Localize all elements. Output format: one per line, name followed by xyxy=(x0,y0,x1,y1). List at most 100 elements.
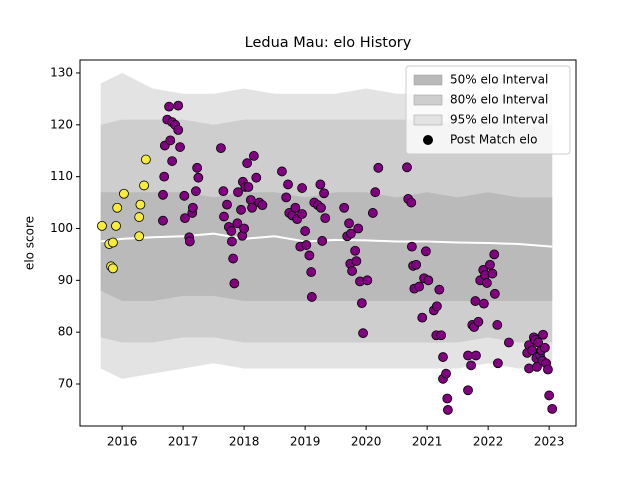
data-point xyxy=(140,154,151,165)
data-point xyxy=(463,385,473,396)
data-point xyxy=(436,330,447,341)
y-axis-label: elo score xyxy=(23,216,37,270)
data-point xyxy=(539,342,550,353)
data-point xyxy=(193,172,204,183)
data-point xyxy=(134,231,145,242)
data-point xyxy=(233,187,243,198)
x-tick-label: 2020 xyxy=(351,435,382,449)
data-point xyxy=(242,158,253,169)
data-point xyxy=(344,218,354,229)
data-point xyxy=(373,162,384,173)
legend-label: Post Match elo xyxy=(450,133,537,147)
legend-label: 80% elo Interval xyxy=(450,93,548,107)
data-point xyxy=(362,275,373,286)
data-point xyxy=(339,202,350,213)
legend-label: 50% elo Interval xyxy=(450,73,548,87)
data-point xyxy=(228,253,239,264)
data-point xyxy=(492,320,503,330)
data-point xyxy=(300,226,311,236)
legend-marker xyxy=(423,135,433,145)
data-point xyxy=(441,368,451,379)
data-point xyxy=(139,180,149,191)
data-point xyxy=(317,236,328,246)
data-point xyxy=(119,188,129,199)
data-point xyxy=(432,301,442,312)
data-point xyxy=(347,266,357,276)
data-point xyxy=(175,142,185,152)
data-point xyxy=(356,298,367,309)
y-tick-label: 100 xyxy=(50,221,73,235)
data-point xyxy=(111,220,121,231)
data-point xyxy=(158,189,168,200)
data-point xyxy=(167,156,178,166)
data-point xyxy=(243,182,254,192)
data-point xyxy=(547,403,558,414)
data-point xyxy=(524,363,534,374)
data-point xyxy=(164,101,174,112)
data-point xyxy=(471,350,481,361)
data-point xyxy=(306,267,317,277)
chart-title: Ledua Mau: elo History xyxy=(245,35,412,51)
data-point xyxy=(503,337,514,348)
x-tick-label: 2018 xyxy=(229,435,260,449)
data-point xyxy=(192,162,203,173)
data-point xyxy=(411,259,422,270)
data-point xyxy=(277,166,287,177)
y-tick-label: 120 xyxy=(50,117,73,131)
data-point xyxy=(227,236,237,247)
data-point xyxy=(304,250,315,261)
data-point xyxy=(345,228,356,239)
x-tick-label: 2016 xyxy=(107,435,138,449)
data-point xyxy=(351,256,362,267)
data-point xyxy=(306,292,317,302)
data-point xyxy=(179,190,190,201)
data-point xyxy=(482,278,492,288)
data-point xyxy=(226,226,237,236)
data-point xyxy=(218,186,229,197)
interval-band xyxy=(100,192,553,302)
data-point xyxy=(493,358,503,369)
data-point xyxy=(470,296,481,306)
data-point xyxy=(367,208,378,218)
data-point xyxy=(402,162,412,173)
data-point xyxy=(406,197,417,208)
data-point xyxy=(466,360,476,371)
data-point xyxy=(543,364,553,375)
data-point xyxy=(358,328,368,339)
data-point xyxy=(423,275,434,286)
data-point xyxy=(108,263,118,274)
data-point xyxy=(173,100,184,111)
legend-swatch xyxy=(413,74,443,86)
data-point xyxy=(414,281,425,292)
data-point xyxy=(290,202,301,213)
data-point xyxy=(350,245,361,256)
data-point xyxy=(159,171,170,182)
legend-swatch xyxy=(413,94,443,106)
y-tick-label: 130 xyxy=(50,65,73,79)
data-point xyxy=(301,240,312,250)
data-point xyxy=(320,213,331,224)
x-tick-label: 2021 xyxy=(412,435,443,449)
data-point xyxy=(251,172,262,183)
legend-box xyxy=(405,65,571,155)
data-point xyxy=(297,183,307,193)
data-point xyxy=(165,135,176,146)
data-point xyxy=(487,268,498,279)
data-point xyxy=(239,223,250,234)
data-point xyxy=(135,199,146,210)
data-point xyxy=(485,259,495,270)
data-point xyxy=(315,179,326,190)
data-point xyxy=(442,405,453,415)
legend-swatch xyxy=(413,114,443,126)
data-point xyxy=(236,204,246,215)
y-tick-label: 90 xyxy=(58,273,73,287)
data-point xyxy=(134,212,145,222)
y-tick-label: 70 xyxy=(58,377,73,391)
data-point xyxy=(544,390,555,401)
data-point xyxy=(219,211,229,222)
data-point xyxy=(283,179,293,190)
data-point xyxy=(229,278,240,289)
data-point xyxy=(191,186,201,197)
data-point xyxy=(297,209,307,219)
data-point xyxy=(222,199,232,210)
